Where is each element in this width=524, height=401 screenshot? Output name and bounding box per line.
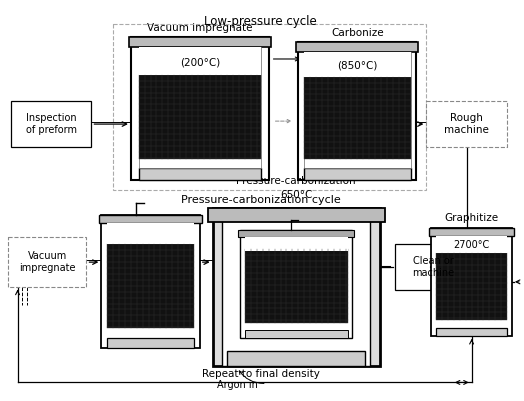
Text: Pressure-carbonization: Pressure-carbonization: [236, 176, 356, 186]
Bar: [113, 24, 427, 190]
Bar: [10, 101, 91, 147]
Bar: [227, 351, 365, 366]
Bar: [139, 47, 261, 75]
Bar: [100, 215, 202, 223]
Bar: [436, 328, 507, 336]
Text: (200°C): (200°C): [180, 58, 220, 68]
Bar: [298, 42, 417, 180]
Text: Rough
machine: Rough machine: [444, 113, 489, 135]
Bar: [107, 338, 194, 348]
Bar: [395, 244, 472, 290]
Bar: [431, 228, 512, 336]
Bar: [213, 208, 380, 366]
Text: Argon in: Argon in: [217, 381, 258, 391]
Bar: [129, 37, 271, 47]
Text: Repeat to final density: Repeat to final density: [202, 369, 320, 379]
Bar: [304, 168, 410, 180]
Bar: [131, 37, 269, 180]
Text: 650°C: 650°C: [280, 190, 312, 200]
Bar: [208, 208, 385, 222]
Bar: [101, 215, 200, 348]
Bar: [304, 52, 410, 168]
Text: Vacuum impregnate: Vacuum impregnate: [147, 23, 253, 33]
Bar: [427, 101, 507, 147]
Bar: [107, 244, 194, 328]
Bar: [240, 230, 353, 338]
Bar: [245, 330, 347, 338]
Text: Pressure-carbonization cycle: Pressure-carbonization cycle: [181, 195, 341, 205]
Bar: [296, 42, 419, 52]
Text: Graphitize: Graphitize: [444, 213, 499, 223]
Bar: [436, 253, 507, 320]
Bar: [436, 235, 507, 253]
Bar: [238, 230, 354, 237]
Text: Inspection
of preform: Inspection of preform: [26, 113, 77, 135]
Text: Vacuum
impregnate: Vacuum impregnate: [19, 251, 75, 273]
Text: Carbonize: Carbonize: [331, 28, 384, 38]
Bar: [245, 249, 347, 323]
Text: Low-pressure cycle: Low-pressure cycle: [204, 14, 317, 28]
Bar: [304, 52, 410, 77]
Bar: [429, 228, 514, 235]
Bar: [304, 77, 410, 158]
Bar: [139, 47, 261, 168]
Bar: [107, 223, 194, 244]
Bar: [139, 168, 261, 180]
Bar: [139, 75, 261, 158]
Text: Clean or
machine: Clean or machine: [412, 256, 454, 278]
Text: (850°C): (850°C): [337, 61, 378, 71]
Text: Vacuum: Vacuum: [305, 54, 344, 64]
Bar: [8, 237, 86, 287]
Bar: [245, 237, 347, 251]
Bar: [222, 218, 370, 366]
Text: 2700°C: 2700°C: [453, 240, 490, 250]
